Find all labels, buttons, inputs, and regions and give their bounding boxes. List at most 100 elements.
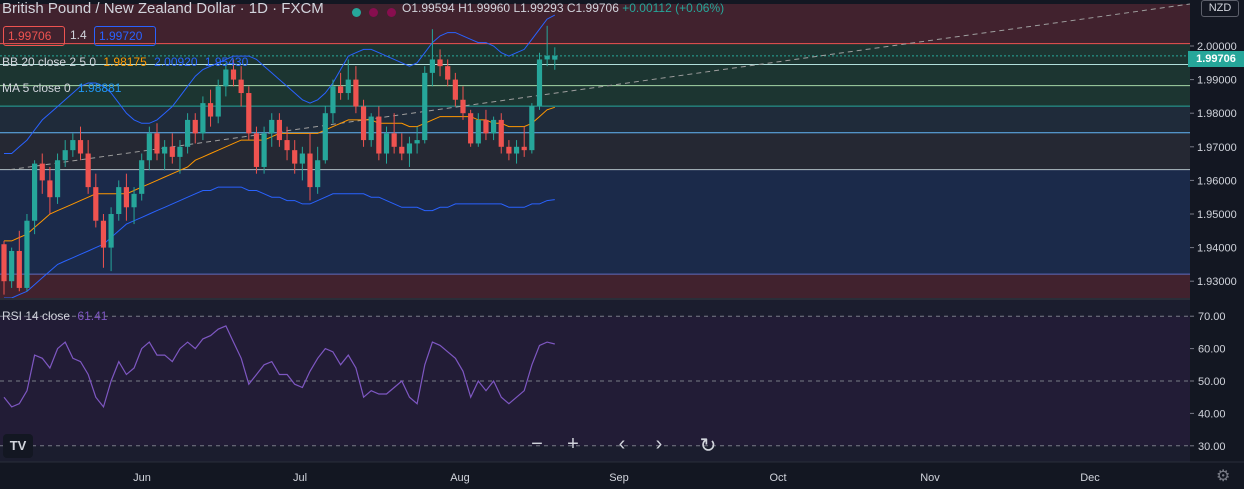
ohlc-close: C1.99706 [566,1,619,15]
scroll-right-button[interactable]: › [655,433,663,455]
rsi-value: 61.41 [77,309,108,323]
candle-body [536,59,543,107]
candle-body [414,140,420,144]
candle-body [62,150,68,161]
candle-body [368,116,374,141]
candle-body [445,66,451,80]
bb-upper-line [4,14,556,154]
price-tick-label: 1.98000 [1197,108,1237,120]
market-status-dots [352,4,400,22]
candle-body [70,140,76,151]
candle-body [468,113,474,144]
price-tick-label: 2.00000 [1197,41,1237,53]
currency-button[interactable]: NZD [1201,0,1239,17]
candle-body [376,116,382,154]
ohlc-low: L1.99293 [513,1,564,15]
candle-body [238,79,244,94]
candle-body [383,133,390,154]
candle-body [139,160,145,194]
candle-body [215,86,221,117]
candle-body [292,150,298,164]
symbol-title[interactable]: British Pound / New Zealand Dollar · 1D … [2,0,324,17]
candle-body [491,119,497,134]
candle-body [460,99,466,114]
bb-lower-line [4,186,555,299]
ohlc-open: O1.99594 [402,1,455,15]
candle-body [276,119,282,141]
price-tick-label: 1.94000 [1197,243,1237,255]
tradingview-logo-icon[interactable]: TV [3,434,33,458]
ohlc-high: H1.99960 [458,1,511,15]
candle-body [39,163,45,181]
candle-body [345,79,351,94]
candle-body [185,119,191,147]
candle-body [284,140,290,151]
buy-button[interactable]: 1.99720 [94,26,156,46]
candle-body [200,103,206,134]
candle-body [93,187,99,221]
candle-body [85,153,91,188]
candle-body [322,113,328,161]
candle-body [330,86,336,114]
spread-value: 1.4 [70,28,87,42]
time-tick-label: Jun [133,472,151,484]
time-axis [0,462,1190,484]
candle-body [54,160,61,198]
candle-body [154,133,160,154]
candle-body [422,72,428,141]
candle-body [207,103,214,117]
scroll-left-button[interactable]: ‹ [618,433,626,455]
reset-chart-button[interactable]: ↻ [699,435,717,457]
zoom-in-button[interactable]: + [567,433,579,455]
candle-body [513,146,520,154]
candle-body [1,244,7,282]
settings-gear-icon[interactable]: ⚙ [1216,468,1231,485]
rsi-legend[interactable]: RSI 14 close 61.41 [2,309,111,323]
candle-body [177,146,183,157]
candle-body [299,153,305,164]
bb-upper-value: 2.00920 [154,55,198,69]
candle-body [552,55,558,60]
zone-mid [0,106,1190,133]
rsi-tick-label: 30.00 [1198,441,1226,453]
ma-legend[interactable]: MA 5 close 0 1.98881 [2,81,125,95]
zoom-out-button[interactable]: − [531,433,543,455]
candle-body [360,106,367,141]
candle-body [223,69,229,87]
candle-body [452,79,458,100]
candle-body [483,119,489,134]
bb-legend[interactable]: BB 20 close 2 5 0 1.98175 2.00920 1.9543… [2,55,252,69]
candle-body [544,55,550,60]
candle-body [16,250,22,288]
ohlc-change: +0.00112 (+0.06%) [622,1,725,15]
bb-lower-value: 1.95430 [204,55,249,69]
candle-body [437,59,443,67]
zone-upper [0,43,1190,107]
candle-body [406,143,413,154]
time-tick-label: Sep [609,472,629,484]
time-tick-label: Aug [450,472,470,484]
candle-body [269,119,275,134]
rsi-tick-label: 40.00 [1198,408,1226,420]
bb-basis-value: 1.98175 [103,55,147,69]
candle-body [108,214,114,248]
candle-body [9,250,15,282]
candle-body [498,119,504,147]
sell-button[interactable]: 1.99706 [3,26,65,46]
zone-lower [0,274,1190,298]
candle-body [253,133,260,167]
time-tick-label: Dec [1080,472,1100,484]
candle-body [338,86,344,94]
time-tick-label: Nov [920,472,940,484]
ma-label: MA 5 close 0 [2,81,71,95]
candle-body [116,187,122,214]
candle-body [77,140,84,154]
candle-body [475,119,481,144]
price-tick-label: 1.95000 [1197,209,1237,221]
zone-gray [0,132,1190,170]
candle-body [131,193,137,208]
data-problem-icon [369,8,379,17]
ohlc-readout: O1.99594 H1.99960 L1.99293 C1.99706 +0.0… [402,1,724,15]
